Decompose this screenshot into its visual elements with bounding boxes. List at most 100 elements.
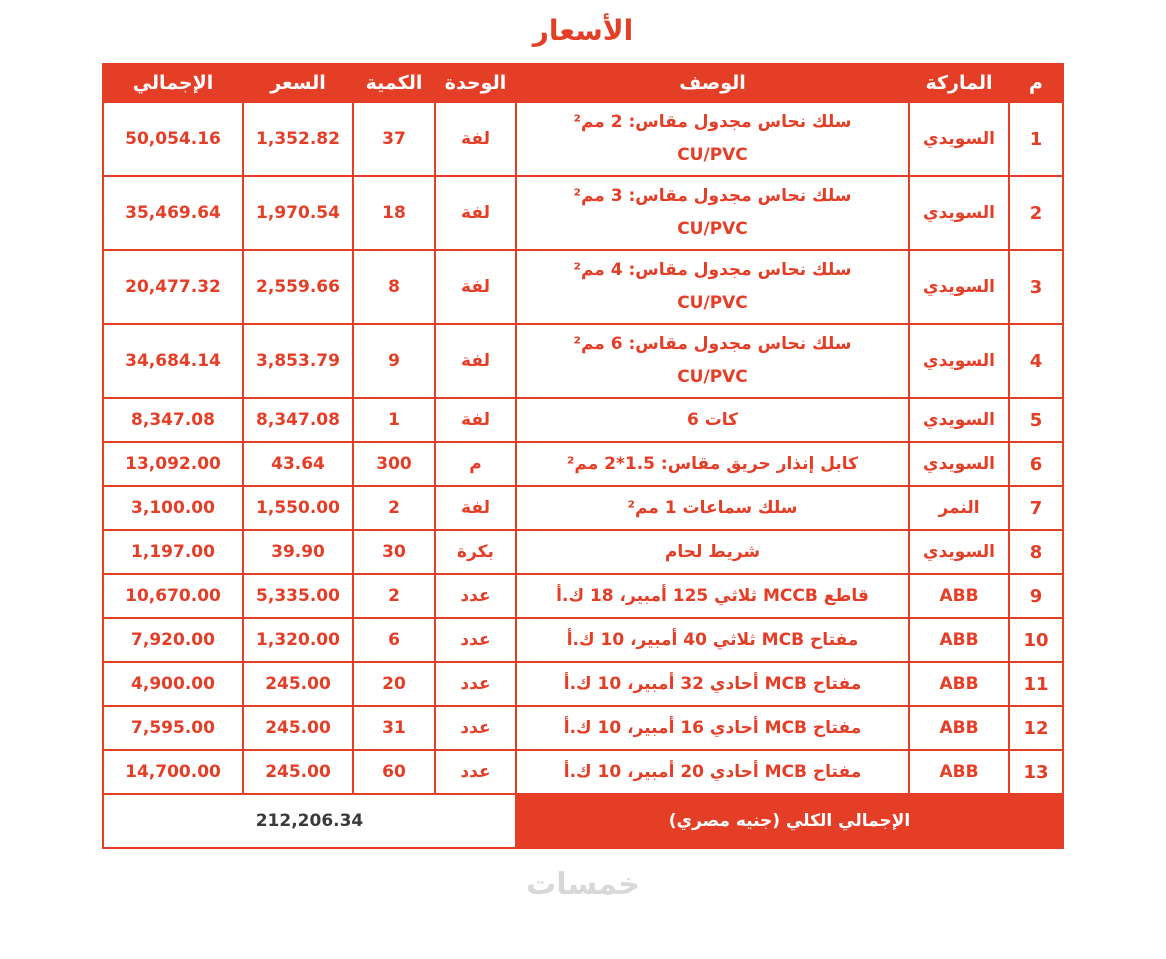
table-row: 10 ABB مفتاح MCB ثلاثي 40 أمبير، 10 ك.أ عدد… — [102, 617, 1064, 663]
cell-total: 3,100.00 — [102, 485, 244, 531]
description-line: CU/PVC — [677, 367, 748, 387]
column-header-brand: الماركة — [908, 63, 1010, 103]
cell-total: 13,092.00 — [102, 441, 244, 487]
description-line: سلك نحاس مجدول مقاس: 6 مم² — [573, 334, 852, 354]
cell-brand: السويدي — [908, 441, 1010, 487]
cell-total: 7,595.00 — [102, 705, 244, 751]
table-row: 13 ABB مفتاح MCB أحادي 20 أمبير، 10 ك.أ عدد… — [102, 749, 1064, 795]
description-line: مفتاح MCB أحادي 16 أمبير، 10 ك.أ — [563, 717, 862, 738]
table-row: 8 السويدي شريط لحام بكرة 30 39.90 1,197.00 — [102, 529, 1064, 575]
cell-total: 50,054.16 — [102, 101, 244, 177]
cell-price: 1,352.82 — [242, 101, 354, 177]
grand-total-value: 212,206.34 — [102, 793, 517, 849]
cell-unit: م — [434, 441, 517, 487]
cell-qty: 6 — [352, 617, 436, 663]
cell-brand: ABB — [908, 617, 1010, 663]
description-line: CU/PVC — [677, 145, 748, 165]
cell-unit: لفة — [434, 323, 517, 399]
cell-no: 2 — [1008, 175, 1064, 251]
cell-unit: عدد — [434, 749, 517, 795]
cell-brand: ABB — [908, 705, 1010, 751]
cell-total: 35,469.64 — [102, 175, 244, 251]
table-row: 12 ABB مفتاح MCB أحادي 16 أمبير، 10 ك.أ عدد… — [102, 705, 1064, 751]
cell-qty: 37 — [352, 101, 436, 177]
column-header-total: الإجمالي — [102, 63, 244, 103]
cell-qty: 1 — [352, 397, 436, 443]
cell-price: 245.00 — [242, 749, 354, 795]
description-line: مفتاح MCB ثلاثي 40 أمبير، 10 ك.أ — [566, 629, 859, 650]
description-line: سلك نحاس مجدول مقاس: 3 مم² — [573, 186, 852, 206]
description-line: CU/PVC — [677, 219, 748, 239]
cell-brand: السويدي — [908, 323, 1010, 399]
cell-total: 7,920.00 — [102, 617, 244, 663]
cell-no: 12 — [1008, 705, 1064, 751]
description-line: سلك نحاس مجدول مقاس: 2 مم² — [573, 112, 852, 132]
cell-description: سلك سماعات 1 مم² — [515, 485, 910, 531]
cell-description: سلك نحاس مجدول مقاس: 2 مم² CU/PVC — [515, 101, 910, 177]
column-header-unit: الوحدة — [434, 63, 517, 103]
cell-qty: 9 — [352, 323, 436, 399]
cell-description: سلك نحاس مجدول مقاس: 4 مم² CU/PVC — [515, 249, 910, 325]
cell-unit: عدد — [434, 705, 517, 751]
cell-total: 4,900.00 — [102, 661, 244, 707]
watermark: خمسات — [526, 867, 640, 902]
cell-brand: السويدي — [908, 249, 1010, 325]
cell-description: مفتاح MCB ثلاثي 40 أمبير، 10 ك.أ — [515, 617, 910, 663]
cell-qty: 30 — [352, 529, 436, 575]
cell-no: 6 — [1008, 441, 1064, 487]
cell-no: 7 — [1008, 485, 1064, 531]
cell-description: مفتاح MCB أحادي 16 أمبير، 10 ك.أ — [515, 705, 910, 751]
cell-total: 14,700.00 — [102, 749, 244, 795]
cell-description: كابل إنذار حريق مقاس: 1.5*2 مم² — [515, 441, 910, 487]
cell-no: 8 — [1008, 529, 1064, 575]
cell-price: 1,320.00 — [242, 617, 354, 663]
cell-brand: السويدي — [908, 397, 1010, 443]
cell-qty: 60 — [352, 749, 436, 795]
cell-unit: لفة — [434, 485, 517, 531]
cell-no: 4 — [1008, 323, 1064, 399]
cell-unit: لفة — [434, 101, 517, 177]
cell-total: 10,670.00 — [102, 573, 244, 619]
cell-total: 20,477.32 — [102, 249, 244, 325]
cell-brand: ABB — [908, 661, 1010, 707]
table-row: 7 النمر سلك سماعات 1 مم² لفة 2 1,550.00 3,100.… — [102, 485, 1064, 531]
cell-description: مفتاح MCB أحادي 32 أمبير، 10 ك.أ — [515, 661, 910, 707]
cell-description: سلك نحاس مجدول مقاس: 6 مم² CU/PVC — [515, 323, 910, 399]
table-row: 3 السويدي سلك نحاس مجدول مقاس: 4 مم² CU/PVC… — [102, 249, 1064, 325]
grand-total-label: الإجمالي الكلي (جنيه مصري) — [515, 793, 1064, 849]
column-header-price: السعر — [242, 63, 354, 103]
cell-price: 3,853.79 — [242, 323, 354, 399]
column-header-qty: الكمية — [352, 63, 436, 103]
column-header-no: م — [1008, 63, 1064, 103]
table-row: 2 السويدي سلك نحاس مجدول مقاس: 3 مم² CU/PVC… — [102, 175, 1064, 251]
cell-qty: 2 — [352, 573, 436, 619]
cell-no: 5 — [1008, 397, 1064, 443]
cell-unit: عدد — [434, 617, 517, 663]
cell-no: 3 — [1008, 249, 1064, 325]
cell-qty: 20 — [352, 661, 436, 707]
cell-brand: السويدي — [908, 529, 1010, 575]
cell-no: 11 — [1008, 661, 1064, 707]
cell-qty: 2 — [352, 485, 436, 531]
cell-description: كات 6 — [515, 397, 910, 443]
cell-total: 1,197.00 — [102, 529, 244, 575]
cell-price: 1,550.00 — [242, 485, 354, 531]
cell-no: 13 — [1008, 749, 1064, 795]
cell-qty: 31 — [352, 705, 436, 751]
cell-unit: لفة — [434, 249, 517, 325]
description-line: قاطع MCCB ثلاثي 125 أمبير، 18 ك.أ — [556, 585, 869, 606]
description-line: سلك نحاس مجدول مقاس: 4 مم² — [573, 260, 852, 280]
cell-brand: ABB — [908, 749, 1010, 795]
cell-unit: عدد — [434, 661, 517, 707]
table-row: 11 ABB مفتاح MCB أحادي 32 أمبير، 10 ك.أ عدد… — [102, 661, 1064, 707]
cell-no: 1 — [1008, 101, 1064, 177]
cell-no: 10 — [1008, 617, 1064, 663]
cell-brand: السويدي — [908, 101, 1010, 177]
description-line: مفتاح MCB أحادي 32 أمبير، 10 ك.أ — [563, 673, 862, 694]
description-line: كات 6 — [686, 409, 739, 430]
cell-price: 8,347.08 — [242, 397, 354, 443]
page-title: الأسعار — [532, 14, 634, 47]
cell-price: 43.64 — [242, 441, 354, 487]
cell-price: 2,559.66 — [242, 249, 354, 325]
